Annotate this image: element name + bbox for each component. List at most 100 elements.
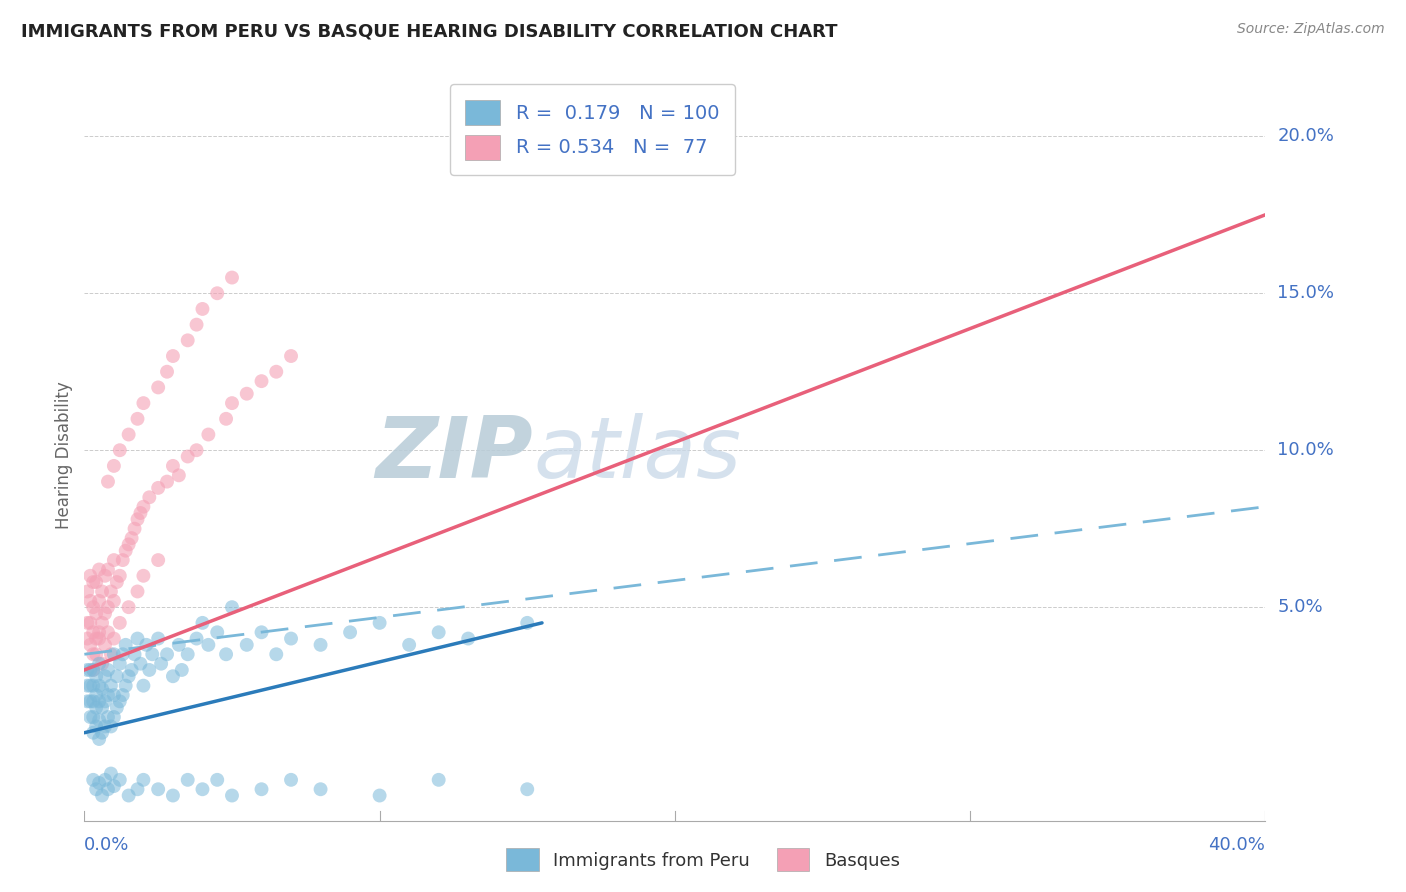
Point — [94, 669, 117, 683]
Text: 20.0%: 20.0% — [1277, 128, 1334, 145]
Point — [221, 600, 243, 615]
Point — [138, 663, 160, 677]
Point — [103, 779, 125, 793]
Point — [82, 625, 104, 640]
Point — [167, 468, 190, 483]
Point — [129, 657, 152, 671]
Point — [266, 647, 288, 661]
Point — [111, 553, 134, 567]
Point — [197, 427, 219, 442]
Point — [266, 365, 288, 379]
Point — [127, 512, 149, 526]
Point — [84, 700, 107, 714]
Point — [129, 506, 152, 520]
Point — [94, 772, 117, 787]
Point — [138, 491, 160, 505]
Point — [280, 772, 302, 787]
Point — [84, 782, 107, 797]
Point — [79, 710, 101, 724]
Point — [76, 584, 98, 599]
Point — [167, 638, 190, 652]
Point — [103, 594, 125, 608]
Point — [207, 625, 229, 640]
Point — [186, 318, 208, 332]
Point — [103, 647, 125, 661]
Point — [84, 575, 107, 590]
Legend: Immigrants from Peru, Basques: Immigrants from Peru, Basques — [499, 841, 907, 879]
Point — [191, 615, 214, 630]
Point — [82, 679, 104, 693]
Point — [82, 647, 104, 661]
Point — [79, 638, 101, 652]
Point — [87, 731, 111, 746]
Point — [108, 615, 131, 630]
Point — [127, 632, 149, 646]
Text: 15.0%: 15.0% — [1277, 285, 1334, 302]
Point — [100, 719, 122, 733]
Point — [156, 475, 179, 489]
Point — [91, 725, 114, 739]
Text: atlas: atlas — [533, 413, 741, 497]
Point — [114, 679, 136, 693]
Point — [132, 772, 155, 787]
Point — [250, 625, 273, 640]
Y-axis label: Hearing Disability: Hearing Disability — [55, 381, 73, 529]
Point — [280, 632, 302, 646]
Point — [118, 427, 141, 442]
Point — [162, 349, 184, 363]
Text: 0.0%: 0.0% — [84, 837, 129, 855]
Point — [76, 632, 98, 646]
Point — [84, 632, 107, 646]
Point — [118, 537, 141, 551]
Point — [108, 443, 131, 458]
Point — [87, 657, 111, 671]
Point — [207, 772, 229, 787]
Point — [87, 594, 111, 608]
Point — [103, 458, 125, 473]
Point — [91, 584, 114, 599]
Point — [108, 568, 131, 582]
Point — [94, 638, 117, 652]
Point — [94, 719, 117, 733]
Point — [79, 679, 101, 693]
Point — [84, 647, 107, 661]
Point — [148, 782, 170, 797]
Point — [87, 679, 111, 693]
Point — [100, 766, 122, 780]
Point — [207, 286, 229, 301]
Point — [79, 568, 101, 582]
Point — [118, 600, 141, 615]
Point — [170, 663, 193, 677]
Point — [103, 688, 125, 702]
Point — [114, 638, 136, 652]
Point — [132, 568, 155, 582]
Point — [105, 575, 128, 590]
Point — [309, 782, 332, 797]
Point — [127, 584, 149, 599]
Point — [186, 632, 208, 646]
Point — [82, 663, 104, 677]
Point — [76, 679, 98, 693]
Point — [105, 669, 128, 683]
Point — [91, 615, 114, 630]
Point — [427, 772, 450, 787]
Point — [427, 625, 450, 640]
Point — [87, 694, 111, 708]
Point — [132, 679, 155, 693]
Point — [103, 710, 125, 724]
Point — [368, 789, 391, 803]
Point — [221, 396, 243, 410]
Point — [82, 663, 104, 677]
Point — [215, 412, 238, 426]
Point — [162, 789, 184, 803]
Point — [100, 679, 122, 693]
Point — [108, 694, 131, 708]
Point — [97, 663, 120, 677]
Point — [91, 657, 114, 671]
Point — [79, 663, 101, 677]
Point — [148, 553, 170, 567]
Point — [100, 647, 122, 661]
Point — [76, 663, 98, 677]
Point — [132, 500, 155, 514]
Point — [127, 412, 149, 426]
